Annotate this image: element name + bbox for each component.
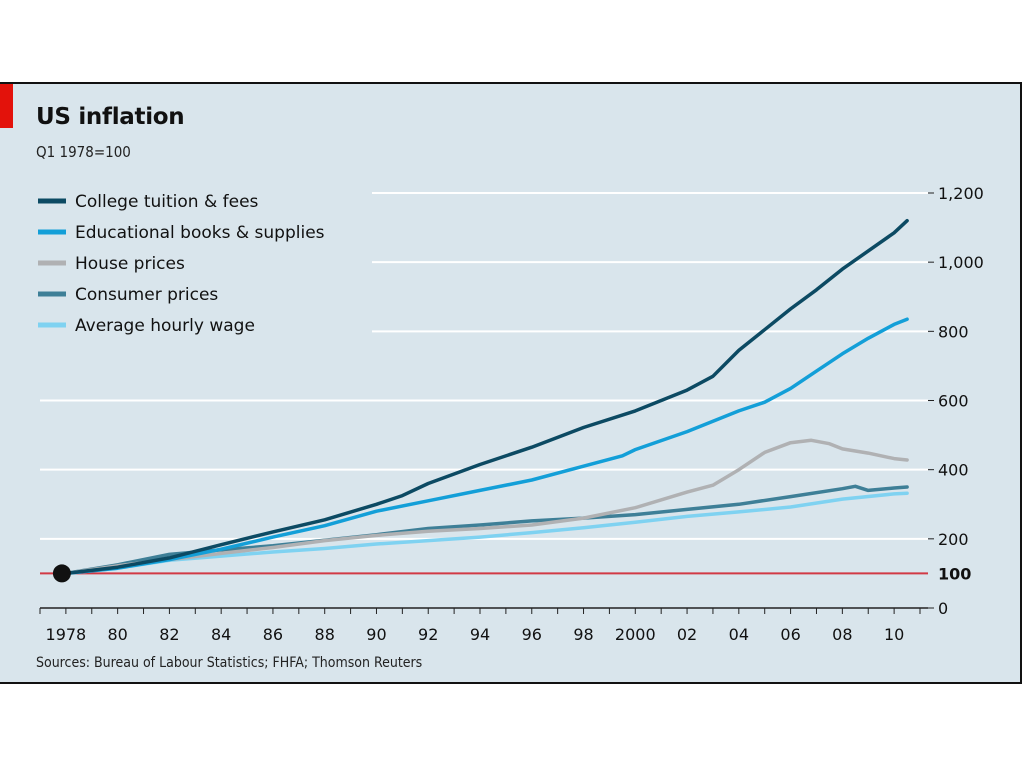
x-tick-label: 84: [211, 625, 231, 644]
series-lines: [64, 218, 909, 576]
x-tick-label: 82: [159, 625, 179, 644]
series-line: [64, 491, 909, 576]
y-tick-label: 600: [938, 392, 969, 411]
x-tick-label: 80: [107, 625, 127, 644]
x-tick-label: 04: [729, 625, 749, 644]
series-line: [64, 484, 909, 576]
legend-label: House prices: [75, 254, 185, 274]
y-tick-label: 800: [938, 322, 969, 341]
reference-line-label: 100: [938, 564, 971, 583]
y-tick-label: 0: [938, 599, 948, 618]
x-axis: 1978 80 82 84 86 88 90 92 94 96 98 2000 02 04 06 08 10: [39, 607, 928, 644]
x-tick-label: 2000: [615, 625, 656, 644]
y-tick-label: 1,200: [938, 184, 984, 203]
base-marker-group: [52, 564, 71, 583]
x-tick-label: 96: [522, 625, 542, 644]
x-tick-label: 02: [677, 625, 697, 644]
chart-title: US inflation: [36, 104, 185, 130]
reference-line-group: 100: [40, 564, 971, 583]
x-tick-label: 92: [418, 625, 438, 644]
x-tick-label: 88: [315, 625, 335, 644]
red-tag-logo-mark: [0, 84, 13, 128]
x-tick-label: 06: [780, 625, 800, 644]
legend-label: Educational books & supplies: [75, 223, 325, 243]
chart-subtitle: Q1 1978=100: [36, 143, 131, 161]
chart-source: Sources: Bureau of Labour Statistics; FH…: [36, 655, 423, 671]
legend-label: Average hourly wage: [75, 316, 255, 336]
series-line: [64, 317, 909, 576]
y-tick-label: 1,000: [938, 253, 984, 272]
series-line: [64, 438, 909, 576]
x-tick-label: 94: [470, 625, 490, 644]
series-line: [64, 218, 909, 576]
legend-label: College tuition & fees: [75, 192, 259, 212]
grid-lines: [40, 192, 928, 540]
base-marker: [52, 564, 71, 583]
x-tick-label: 90: [366, 625, 386, 644]
y-tick-label: 400: [938, 461, 969, 480]
x-tick-label: 10: [884, 625, 904, 644]
chart-panel: [0, 82, 1022, 684]
legend: College tuition & fees Educational books …: [38, 192, 325, 336]
x-tick-label: 86: [263, 625, 283, 644]
x-tick-label: 08: [832, 625, 852, 644]
y-axis: 0 200 400 600 800 1,000 1,200: [928, 184, 984, 618]
legend-label: Consumer prices: [75, 285, 218, 305]
y-tick-label: 200: [938, 530, 969, 549]
x-tick-label: 98: [573, 625, 593, 644]
x-tick-label: 1978: [46, 625, 87, 644]
